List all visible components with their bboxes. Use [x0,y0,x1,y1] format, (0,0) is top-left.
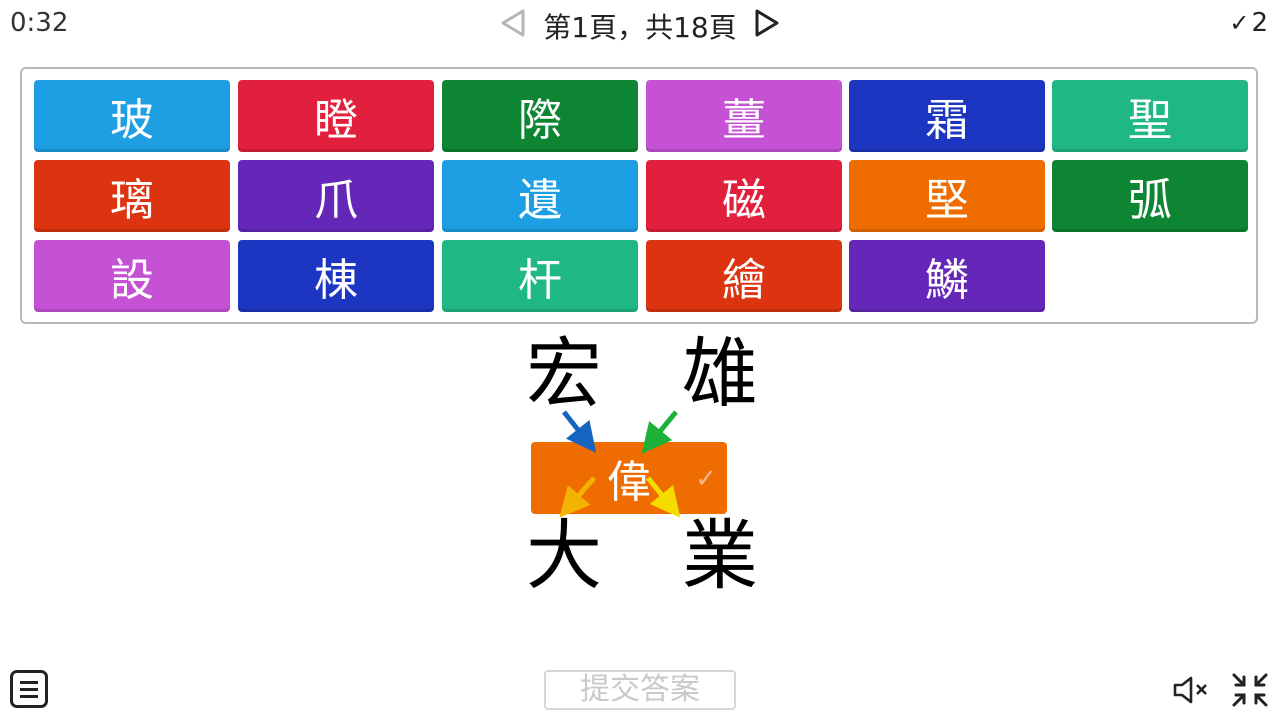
exit-fullscreen-icon[interactable] [1230,672,1270,708]
top-bar: 0:32 第1頁，共18頁 ✓2 [0,0,1280,54]
score: ✓2 [1229,8,1268,38]
pager: 第1頁，共18頁 [0,6,1280,46]
char-tile[interactable]: 堅 [849,160,1045,232]
timer: 0:32 [10,8,69,38]
char-tile[interactable]: 棟 [238,240,434,312]
clue-top-left: 宏 [526,329,602,418]
arrow-top-right [641,410,678,454]
answer-tile[interactable]: 偉 ✓ [531,442,727,514]
char-tile[interactable]: 設 [34,240,230,312]
char-tile[interactable]: 爪 [238,160,434,232]
char-tile[interactable]: 弧 [1052,160,1248,232]
prev-page-icon[interactable] [500,9,526,44]
submit-answer-button[interactable]: 提交答案 [544,670,736,710]
char-tile[interactable]: 杆 [442,240,638,312]
clue-bottom-right: 業 [682,511,758,600]
score-value: 2 [1251,8,1268,38]
bottom-bar: 提交答案 [0,660,1280,720]
char-tile[interactable]: 際 [442,80,638,152]
tile-grid: 玻瞪際薑霜聖璃爪遺磁堅弧設棟杆繪鱗 [20,67,1258,324]
menu-icon[interactable] [10,670,48,708]
answer-check-icon: ✓ [695,464,717,494]
char-tile[interactable]: 繪 [646,240,842,312]
arrow-top-left [562,410,597,453]
char-tile[interactable]: 薑 [646,80,842,152]
mute-icon[interactable] [1172,674,1212,706]
clue-top-right: 雄 [682,329,758,418]
checkmark-icon: ✓ [1229,9,1250,37]
page-indicator: 第1頁，共18頁 [543,11,737,44]
char-tile[interactable]: 遺 [442,160,638,232]
next-page-icon[interactable] [754,9,780,44]
char-tile[interactable]: 玻 [34,80,230,152]
clue-bottom-left: 大 [526,511,602,600]
answer-char: 偉 [607,457,651,508]
char-tile[interactable]: 璃 [34,160,230,232]
char-tile[interactable]: 聖 [1052,80,1248,152]
char-tile[interactable]: 霜 [849,80,1045,152]
char-tile[interactable]: 瞪 [238,80,434,152]
char-tile[interactable]: 磁 [646,160,842,232]
char-tile[interactable]: 鱗 [849,240,1045,312]
